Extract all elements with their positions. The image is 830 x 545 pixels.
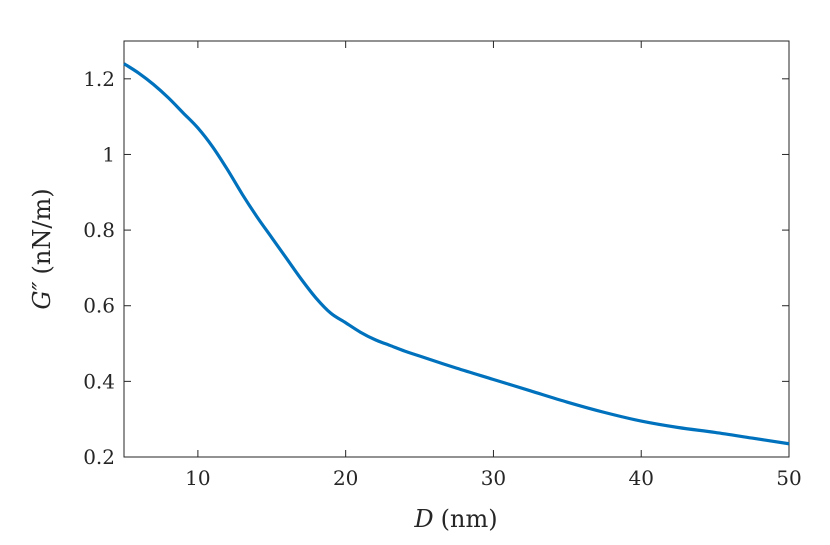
y-tick-label: 1	[102, 142, 115, 166]
y-tick-label: 0.4	[83, 369, 115, 393]
y-tick-label: 0.6	[83, 294, 115, 318]
x-axis: 10 20 30 40 50	[185, 41, 802, 490]
x-axis-label: D (nm)	[413, 505, 497, 533]
x-tick-label: 10	[185, 466, 210, 490]
plot-area	[123, 40, 790, 458]
y-tick-label: 0.8	[83, 218, 115, 242]
y-axis: 0.2 0.4 0.6 0.8 1 1.2	[83, 67, 789, 469]
y-axis-unit: (nN/m)	[28, 188, 56, 274]
series-layer	[123, 62, 790, 446]
x-tick-label: 20	[333, 466, 358, 490]
x-tick-label: 40	[628, 466, 653, 490]
y-axis-symbol: G″	[28, 281, 56, 309]
y-tick-label: 1.2	[83, 67, 115, 91]
series-line-0	[123, 62, 790, 446]
x-tick-label: 30	[481, 466, 506, 490]
y-axis-label: G″ (nN/m)	[28, 188, 56, 309]
y-tick-label: 0.2	[83, 445, 115, 469]
x-axis-symbol: D	[413, 505, 433, 533]
x-axis-unit: (nm)	[441, 505, 498, 533]
axes-box	[123, 40, 790, 458]
x-tick-label: 50	[776, 466, 801, 490]
